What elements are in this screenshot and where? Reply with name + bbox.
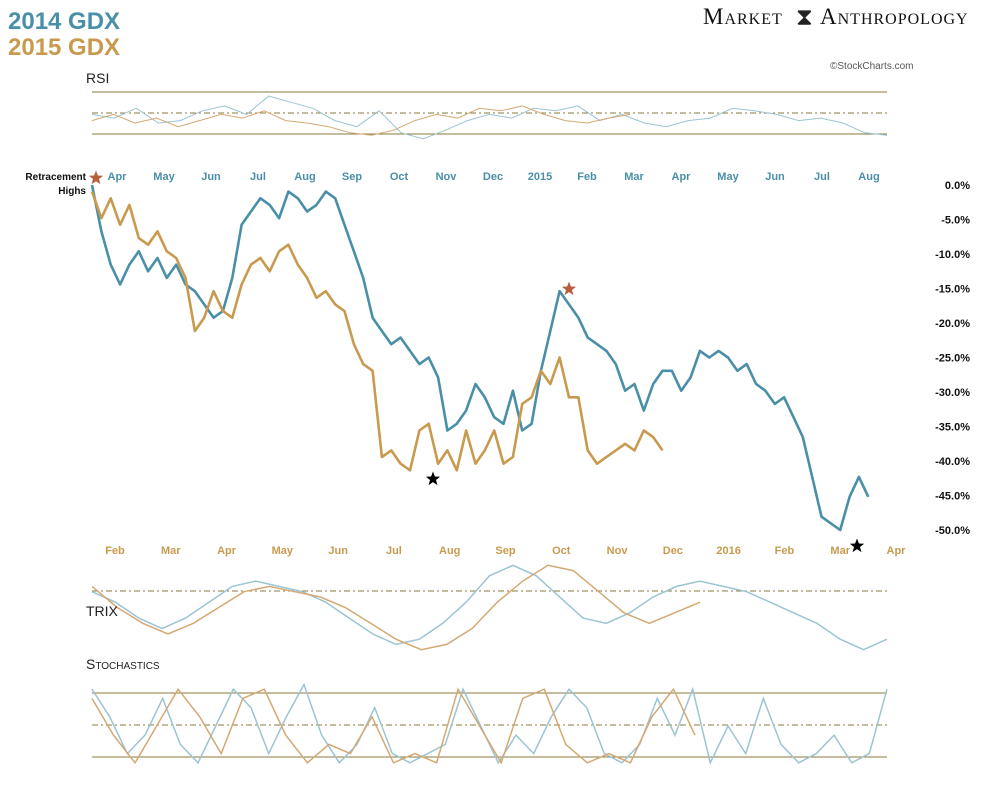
- bottom-tick-label: Apr: [217, 545, 237, 557]
- bottom-tick-label: Feb: [775, 545, 795, 557]
- brand-name-first: Market: [703, 4, 783, 29]
- top-tick-label: May: [153, 171, 175, 183]
- rsi-line-2015: [91, 105, 631, 136]
- top-tick-label: Aug: [858, 171, 879, 183]
- markers: [88, 170, 865, 553]
- top-tick-label: Jun: [765, 171, 785, 183]
- y-tick-label: -15.0%: [935, 284, 970, 296]
- rsi-title: RSI: [86, 70, 110, 86]
- bottom-tick-label: Apr: [887, 545, 907, 557]
- bottom-tick-label: Jun: [328, 545, 348, 557]
- bottom-month-axis: Feb Mar Apr May Jun Jul Aug Sep Oct Nov Dec 2016 Feb…: [105, 545, 906, 557]
- y-tick-label: 0.0%: [945, 180, 970, 192]
- top-tick-label: Apr: [672, 171, 692, 183]
- rsi-line-2014: [91, 95, 888, 140]
- brand-name-second: Anthropology: [820, 4, 969, 29]
- top-tick-label: Sep: [342, 171, 362, 183]
- trix-title: TRIX: [86, 603, 118, 619]
- bottom-tick-label: Jul: [386, 545, 402, 557]
- trix-panel: [91, 564, 888, 651]
- retracement-annotation: Retracement Highs: [6, 171, 86, 199]
- top-month-axis: Apr May Jun Jul Aug Sep Oct Nov Dec 2015 Feb Mar Apr…: [108, 171, 880, 183]
- y-axis: 0.0% -5.0% -10.0% -15.0% -20.0% -25.0% -30.0% -…: [935, 180, 970, 537]
- bottom-tick-label: Feb: [105, 545, 125, 557]
- annotation-line2: Highs: [58, 186, 86, 197]
- stoch-line-2015: [91, 687, 696, 765]
- series-line-2014: [90, 184, 870, 532]
- y-tick-label: -50.0%: [935, 525, 970, 537]
- top-tick-label: Jul: [250, 171, 266, 183]
- top-tick-label: Feb: [577, 171, 597, 183]
- bottom-tick-label: 2016: [716, 545, 740, 557]
- bottom-tick-label: Mar: [161, 545, 181, 557]
- top-tick-label: Oct: [390, 171, 409, 183]
- y-tick-label: -45.0%: [935, 491, 970, 503]
- top-tick-label: Aug: [294, 171, 315, 183]
- bottom-tick-label: Sep: [495, 545, 515, 557]
- bottom-tick-label: May: [272, 545, 294, 557]
- top-tick-label: 2015: [528, 171, 552, 183]
- bottom-tick-label: Mar: [830, 545, 850, 557]
- trix-line-2014: [91, 564, 888, 651]
- y-tick-label: -35.0%: [935, 422, 970, 434]
- series-line-2015: [90, 191, 664, 472]
- bottom-tick-label: Oct: [552, 545, 571, 557]
- stoch-line-2014: [91, 682, 888, 766]
- bottom-tick-label: Nov: [607, 545, 629, 557]
- y-tick-label: -5.0%: [941, 215, 970, 227]
- top-tick-label: Nov: [436, 171, 458, 183]
- y-tick-label: -10.0%: [935, 249, 970, 261]
- marker-star: [561, 281, 577, 296]
- y-tick-label: -20.0%: [935, 318, 970, 330]
- dna-helix-icon: ⧗: [796, 4, 813, 31]
- y-tick-label: -30.0%: [935, 387, 970, 399]
- top-tick-label: Jul: [814, 171, 830, 183]
- marker-star: [88, 170, 104, 185]
- marker-star: [849, 538, 865, 553]
- rsi-panel: [91, 91, 888, 140]
- top-tick-label: Mar: [624, 171, 644, 183]
- legend-2015: 2015 GDX: [8, 34, 121, 61]
- top-tick-label: Dec: [483, 171, 503, 183]
- legend-2014: 2014 GDX: [8, 8, 121, 35]
- y-tick-label: -25.0%: [935, 353, 970, 365]
- top-tick-label: May: [717, 171, 739, 183]
- marker-star: [425, 471, 441, 486]
- y-tick-label: -40.0%: [935, 456, 970, 468]
- copyright: ©StockCharts.com: [830, 61, 914, 72]
- stochastics-panel: [91, 682, 888, 766]
- top-tick-label: Jun: [201, 171, 221, 183]
- trix-line-2015: [91, 564, 701, 651]
- stochastics-title: Stochastics: [86, 656, 160, 672]
- annotation-line1: Retracement: [25, 172, 86, 183]
- bottom-tick-label: Dec: [663, 545, 683, 557]
- bottom-tick-label: Aug: [439, 545, 460, 557]
- top-tick-label: Apr: [108, 171, 128, 183]
